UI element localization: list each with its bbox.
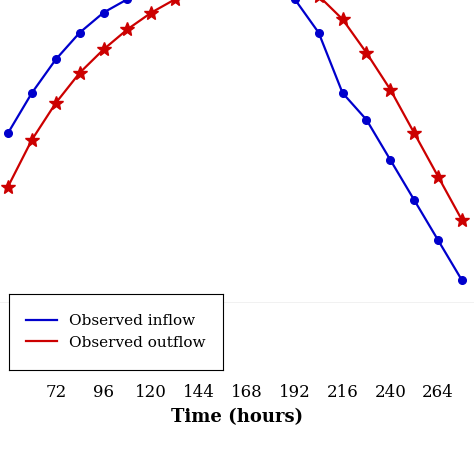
Legend: Observed inflow, Observed outflow: Observed inflow, Observed outflow xyxy=(20,308,212,356)
Text: Time (hours): Time (hours) xyxy=(171,408,303,426)
